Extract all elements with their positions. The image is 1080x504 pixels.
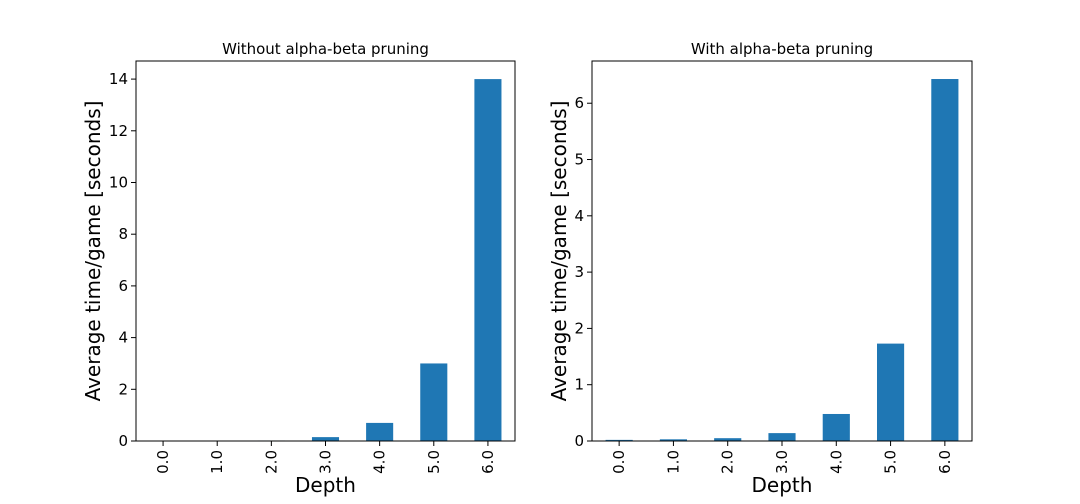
x-tick-label: 1.0 [664, 450, 682, 474]
plot-frame [591, 60, 973, 442]
x-tick-label: 5.0 [425, 450, 443, 474]
chart-title: With alpha-beta pruning [691, 40, 873, 58]
plot-frame [135, 60, 516, 442]
y-tick-label: 0 [574, 432, 584, 450]
y-tick-label: 4 [118, 329, 128, 347]
x-tick-label: 4.0 [827, 450, 845, 474]
bar-6.0 [474, 79, 502, 441]
x-axis-label: Depth [295, 473, 356, 497]
bar-5.0 [877, 343, 905, 441]
y-tick-label: 1 [574, 376, 584, 394]
chart-panel-without-pruning: 0 2 4 6 8 10 12 14 0.0 1.0 2.0 3.0 4.0 5.0 6.0 Without … [81, 40, 516, 497]
bar-3.0 [768, 433, 796, 441]
x-tick-label: 5.0 [882, 450, 900, 474]
x-tick-label: 1.0 [208, 450, 226, 474]
bar-4.0 [822, 413, 850, 441]
bar-6.0 [931, 79, 959, 441]
x-tick-label: 2.0 [262, 450, 280, 474]
y-tick-label: 10 [109, 173, 128, 191]
y-tick-label: 6 [118, 277, 128, 295]
y-tick-label: 0 [118, 432, 128, 450]
x-tick-label: 3.0 [773, 450, 791, 474]
y-tick-label: 5 [574, 151, 584, 169]
y-tick-label: 4 [574, 207, 584, 225]
x-tick-label: 6.0 [936, 450, 954, 474]
bar-4.0 [366, 422, 394, 441]
bar-2.0 [714, 438, 742, 441]
y-tick-label: 8 [118, 225, 128, 243]
chart-title: Without alpha-beta pruning [222, 40, 429, 58]
y-axis-label: Average time/game [seconds] [81, 101, 105, 402]
x-tick-label: 0.0 [154, 450, 172, 474]
x-tick-label: 2.0 [719, 450, 737, 474]
bar-5.0 [420, 363, 448, 441]
y-tick-label: 6 [574, 94, 584, 112]
y-tick-label: 3 [574, 263, 584, 281]
y-tick-label: 2 [574, 319, 584, 337]
bar-3.0 [311, 437, 340, 441]
y-tick-label: 12 [109, 122, 128, 140]
x-tick-label: 0.0 [610, 450, 628, 474]
bar-1.0 [659, 439, 687, 441]
x-tick-label: 6.0 [479, 450, 497, 474]
bar-0.0 [605, 439, 633, 441]
x-axis-label: Depth [752, 473, 813, 497]
y-tick-label: 2 [118, 380, 128, 398]
x-tick-label: 4.0 [371, 450, 389, 474]
y-tick-label: 14 [109, 70, 128, 88]
chart-panel-with-pruning: 0 1 2 3 4 5 6 0.0 1.0 2.0 3.0 4.0 5.0 6.0 With alpha-b… [547, 40, 973, 497]
x-tick-label: 3.0 [317, 450, 335, 474]
y-axis-label: Average time/game [seconds] [547, 101, 571, 402]
